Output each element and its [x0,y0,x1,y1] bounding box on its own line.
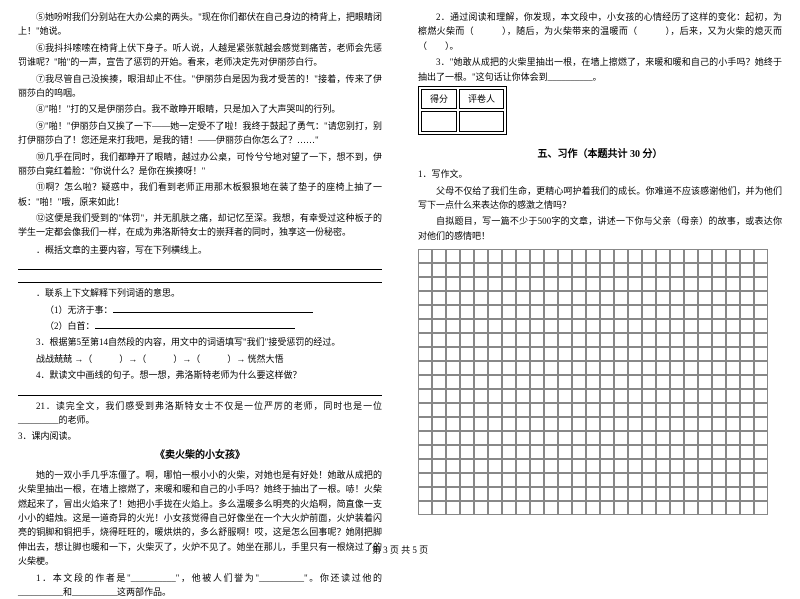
question-3: 3．根据第5至第14自然段的内容，用文中的词语填写"我们"接受惩罚的经过。 [18,335,382,349]
writing-num: 1．写作文。 [418,167,782,181]
paragraph: ⑧"啪！"打的又是伊丽莎白。我不敢睁开眼睛，只是加入了大声哭叫的行列。 [18,102,382,116]
paragraph: ⑤她吩咐我们分别站在大办公桌的两头。"现在你们都伏在自己身边的椅背上，把眼睛闭上… [18,10,382,39]
question-3-flow: 战战兢兢 →（ ）→（ ）→（ ）→ 恍然大悟 [18,352,382,366]
question-21: 21．读完全文，我们感受到弗洛斯特女士不仅是一位严厉的老师，同时也是一位____… [18,399,382,428]
score-cell[interactable] [421,111,457,131]
section-k: 3．课内阅读。 [18,429,382,443]
question-4: 4．默读文中画线的句子。想一想，弗洛斯特老师为什么要这样做？ [18,368,382,382]
writing-prompt: 父母不仅给了我们生命，更精心呵护着我们的成长。你难道不应该感谢他们，并为他们写下… [418,184,782,213]
section-5-title: 五、习作（本题共计 30 分） [418,147,782,163]
right-column: 2．通过阅读和理解，你发现，本文段中，小女孩的心情经历了这样的变化：起初，为檫燃… [400,0,800,540]
left-column: ⑤她吩咐我们分别站在大办公桌的两头。"现在你们都伏在自己身边的椅背上，把眼睛闭上… [0,0,400,540]
paragraph: ⑥我抖抖嗦嗦在椅背上伏下身子。听人说，人越是紧张就越会感觉到痛苦，老师会先惩罚谁… [18,41,382,70]
paragraph: ⑫这便是我们受到的"体罚"，并无肌肤之痛，却记忆至深。我想，有幸受过这种板子的学… [18,211,382,240]
r-question-2: 2．通过阅读和理解，你发现，本文段中，小女孩的心情经历了这样的变化：起初，为檫燃… [418,10,782,53]
story-title: 《卖火柴的小女孩》 [18,448,382,464]
answer-blank[interactable] [95,328,295,329]
subq-label: （2）白首： [45,321,95,331]
score-box: 得分 评卷人 [418,86,507,135]
r-question-3: 3．"她敢从成把的火柴里抽出一根，在墙上擦燃了，来暖和暖和自己的小手吗？她终于抽… [418,55,782,84]
grader-label: 评卷人 [459,89,504,109]
subquestion: （1）无济于事： [18,303,382,317]
subq-label: （1）无济于事： [45,305,113,315]
k-question-1: 1．本文段的作者是"__________"，他被人们誉为"__________"… [18,571,382,599]
answer-line[interactable] [18,260,382,270]
answer-line[interactable] [18,386,382,396]
writing-prompt: 自拟题目，写一篇不少于500字的文章，讲述一下你与父亲（母亲）的故事，或表达你对… [418,214,782,243]
story-text: 她的一双小手几乎冻僵了。啊，哪怕一根小小的火柴，对她也是有好处！她敢从成把的火柴… [18,468,382,569]
paragraph: ⑪啊？怎么啦？疑惑中，我们看到老师正用那木板狠狠地在装了垫子的座椅上抽了一板："… [18,180,382,209]
grader-cell[interactable] [459,111,504,131]
score-label: 得分 [421,89,457,109]
paragraph: ⑩几乎在同时，我们都睁开了眼睛，越过办公桌，可怜兮兮地对望了一下，想不到，伊丽莎… [18,150,382,179]
paragraph: ⑨"啪！"伊丽莎白又挨了一下——她一定受不了啦！我终于鼓起了勇气："请您别打，别… [18,119,382,148]
question-1: ．概括文章的主要内容，写在下列横线上。 [18,243,382,257]
writing-grid[interactable] [418,249,782,515]
subquestion: （2）白首： [18,319,382,333]
paragraph: ⑦我尽管自己没挨揍，眼泪却止不住。"伊丽莎白是因为我才受苦的！"接着，传来了伊丽… [18,72,382,101]
answer-blank[interactable] [113,312,313,313]
answer-line[interactable] [18,273,382,283]
question-2: ．联系上下文解释下列词语的意思。 [18,286,382,300]
